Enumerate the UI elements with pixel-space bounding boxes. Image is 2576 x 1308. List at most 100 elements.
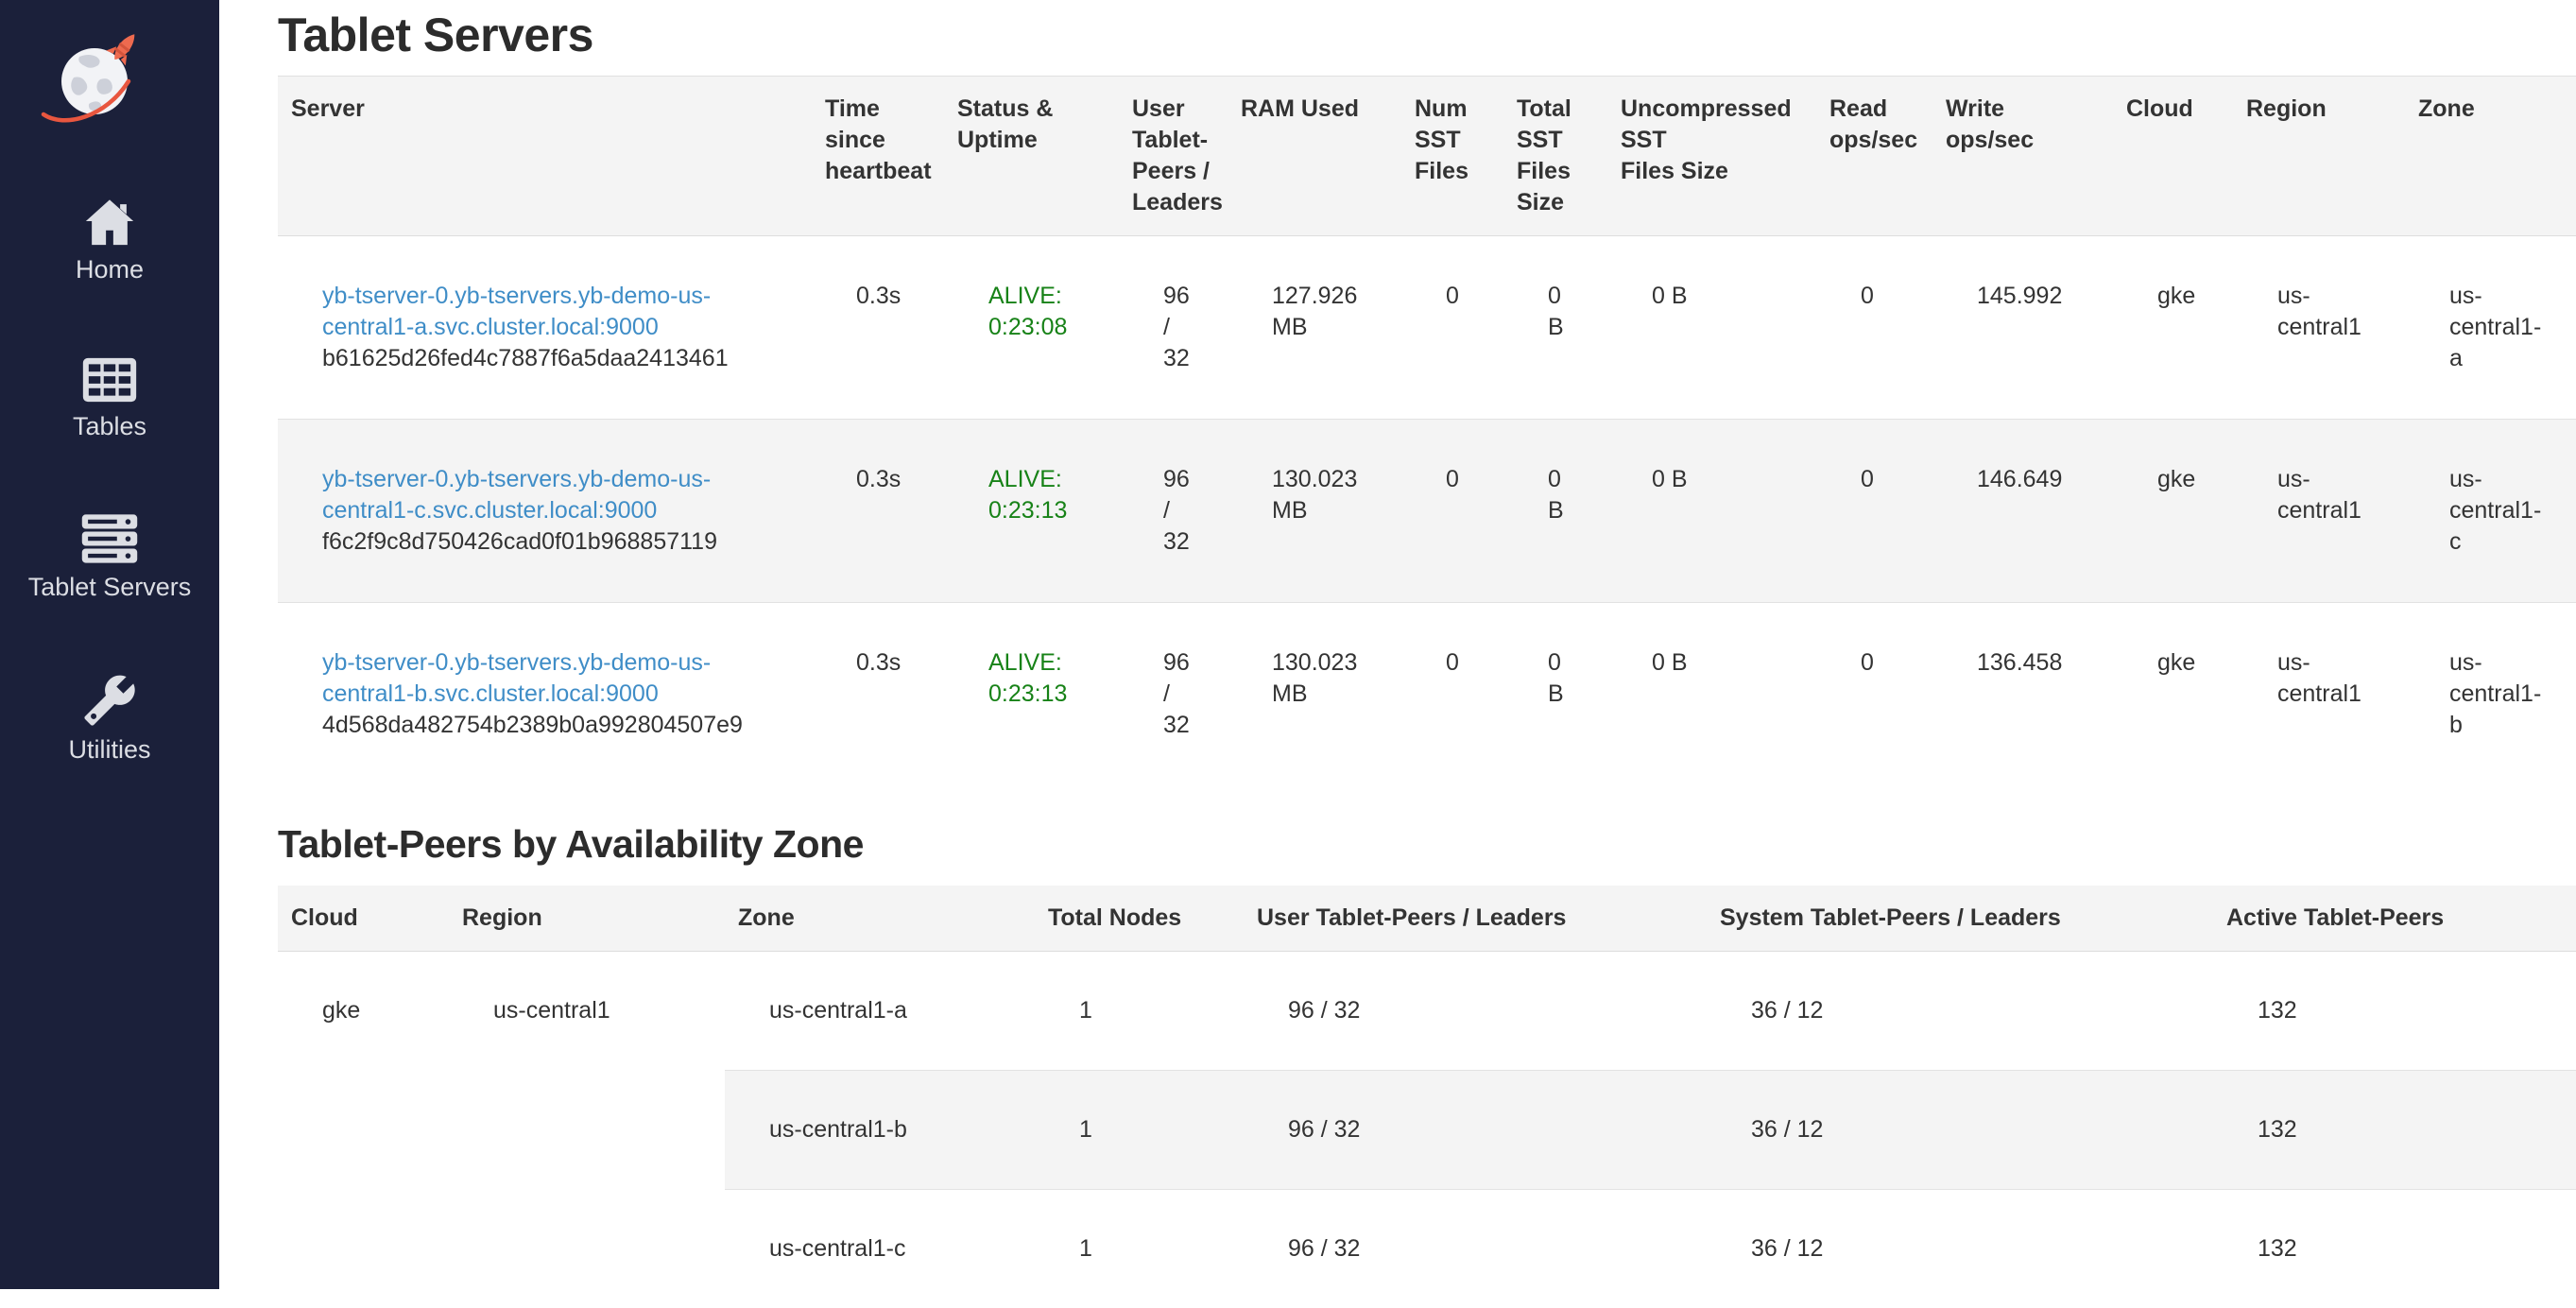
table-row: gke us-central1 us-central1-a 1 96 / 32 … [278,952,2576,1071]
cell-active-peers: 132 [2213,1071,2576,1190]
column-header-total-nodes: Total Nodes [1035,886,1244,952]
cell-heartbeat: 0.3s [812,603,944,786]
table-row: yb-tserver-0.yb-tservers.yb-demo-us-cent… [278,603,2576,786]
cell-total-sst: 0 B [1503,603,1607,786]
section-title-availability-zone: Tablet-Peers by Availability Zone [278,821,2576,867]
cell-region: us-central1 [2233,236,2405,420]
cell-ram: 127.926 MB [1228,236,1401,420]
server-link[interactable]: yb-tserver-0.yb-tservers.yb-demo-us-cent… [322,649,711,707]
cell-num-sst: 0 [1401,420,1503,603]
column-header-read-ops: Read ops/sec [1816,77,1932,236]
sidebar-item-label: Utilities [68,735,150,764]
column-header-region: Region [449,886,725,952]
cell-cloud: gke [2113,420,2233,603]
cell-ram: 130.023 MB [1228,420,1401,603]
column-header-system-tablet-peers: System Tablet-Peers / Leaders [1707,886,2213,952]
cell-region: us-central1 [2233,420,2405,603]
cell-zone: us-central1-c [2405,420,2576,603]
cell-active-peers: 132 [2213,952,2576,1071]
cell-cloud: gke [2113,603,2233,786]
server-uuid: f6c2f9c8d750426cad0f01b968857119 [322,526,767,558]
cell-total-nodes: 1 [1035,1071,1244,1190]
cell-read-ops: 0 [1816,603,1932,786]
cell-status: ALIVE: 0:23:13 [944,420,1119,603]
cell-zone: us-central1-a [725,952,1035,1071]
cell-user-tablets: 96 / 32 [1119,420,1228,603]
cell-user-peers: 96 / 32 [1244,952,1707,1071]
cell-uncompressed-sst: 0 B [1607,420,1816,603]
cell-uncompressed-sst: 0 B [1607,236,1816,420]
server-uuid: 4d568da482754b2389b0a992804507e9 [322,710,767,741]
column-header-cloud: Cloud [278,886,449,952]
column-header-status: Status & Uptime [944,77,1119,236]
wrench-icon [82,673,137,728]
sidebar-item-tablet-servers[interactable]: Tablet Servers [28,512,192,601]
tablet-servers-table: Server Time since heartbeat Status & Upt… [278,76,2576,785]
server-uuid: b61625d26fed4c7887f6a5daa2413461 [322,343,767,374]
cell-user-tablets: 96 / 32 [1119,236,1228,420]
cell-zone: us-central1-b [2405,603,2576,786]
az-header-row: Cloud Region Zone Total Nodes User Table… [278,886,2576,952]
column-header-total-sst: Total SST Files Size [1503,77,1607,236]
column-header-server: Server [278,77,812,236]
cell-region: us-central1 [449,952,725,1308]
sidebar-item-label: Home [76,255,144,284]
column-header-write-ops: Write ops/sec [1932,77,2113,236]
cell-zone: us-central1-a [2405,236,2576,420]
column-header-region: Region [2233,77,2405,236]
cell-total-sst: 0 B [1503,420,1607,603]
column-header-zone: Zone [2405,77,2576,236]
sidebar-item-label: Tablet Servers [28,573,192,601]
cell-server: yb-tserver-0.yb-tservers.yb-demo-us-cent… [278,236,812,420]
cell-system-peers: 36 / 12 [1707,952,2213,1071]
table-row: yb-tserver-0.yb-tservers.yb-demo-us-cent… [278,420,2576,603]
sidebar-item-home[interactable]: Home [76,197,144,284]
cell-user-peers: 96 / 32 [1244,1190,1707,1308]
cell-user-peers: 96 / 32 [1244,1071,1707,1190]
server-link[interactable]: yb-tserver-0.yb-tservers.yb-demo-us-cent… [322,283,711,340]
cell-region: us-central1 [2233,603,2405,786]
cell-total-sst: 0 B [1503,236,1607,420]
cell-server: yb-tserver-0.yb-tservers.yb-demo-us-cent… [278,420,812,603]
sidebar-item-utilities[interactable]: Utilities [68,673,150,764]
cell-active-peers: 132 [2213,1190,2576,1308]
column-header-user-tablet-peers: User Tablet-Peers / Leaders [1244,886,1707,952]
server-link[interactable]: yb-tserver-0.yb-tservers.yb-demo-us-cent… [322,466,711,524]
column-header-cloud: Cloud [2113,77,2233,236]
cell-total-nodes: 1 [1035,952,1244,1071]
page-title: Tablet Servers [278,8,2576,62]
cell-cloud: gke [278,952,449,1308]
sidebar-nav: Home Tables Tablet Servers [18,197,201,764]
tablet-servers-header-row: Server Time since heartbeat Status & Upt… [278,77,2576,236]
cell-server: yb-tserver-0.yb-tservers.yb-demo-us-cent… [278,603,812,786]
column-header-heartbeat: Time since heartbeat [812,77,944,236]
column-header-zone: Zone [725,886,1035,952]
cell-num-sst: 0 [1401,603,1503,786]
cell-heartbeat: 0.3s [812,420,944,603]
servers-icon [79,512,140,565]
cell-write-ops: 136.458 [1932,603,2113,786]
logo-icon[interactable] [38,23,153,129]
home-icon [82,197,137,248]
cell-zone: us-central1-b [725,1071,1035,1190]
cell-zone: us-central1-c [725,1190,1035,1308]
cell-system-peers: 36 / 12 [1707,1190,2213,1308]
table-row: yb-tserver-0.yb-tservers.yb-demo-us-cent… [278,236,2576,420]
cell-write-ops: 145.992 [1932,236,2113,420]
cell-total-nodes: 1 [1035,1190,1244,1308]
cell-read-ops: 0 [1816,236,1932,420]
sidebar-item-tables[interactable]: Tables [73,355,146,440]
cell-write-ops: 146.649 [1932,420,2113,603]
cell-read-ops: 0 [1816,420,1932,603]
sidebar: Home Tables Tablet Servers [0,0,219,1289]
cell-uncompressed-sst: 0 B [1607,603,1816,786]
tables-icon [81,355,138,404]
sidebar-item-label: Tables [73,412,146,440]
main-content: Tablet Servers Server Time since heartbe… [219,0,2576,1289]
cell-cloud: gke [2113,236,2233,420]
cell-num-sst: 0 [1401,236,1503,420]
cell-system-peers: 36 / 12 [1707,1071,2213,1190]
cell-status: ALIVE: 0:23:08 [944,236,1119,420]
column-header-ram: RAM Used [1228,77,1401,236]
column-header-num-sst: Num SST Files [1401,77,1503,236]
